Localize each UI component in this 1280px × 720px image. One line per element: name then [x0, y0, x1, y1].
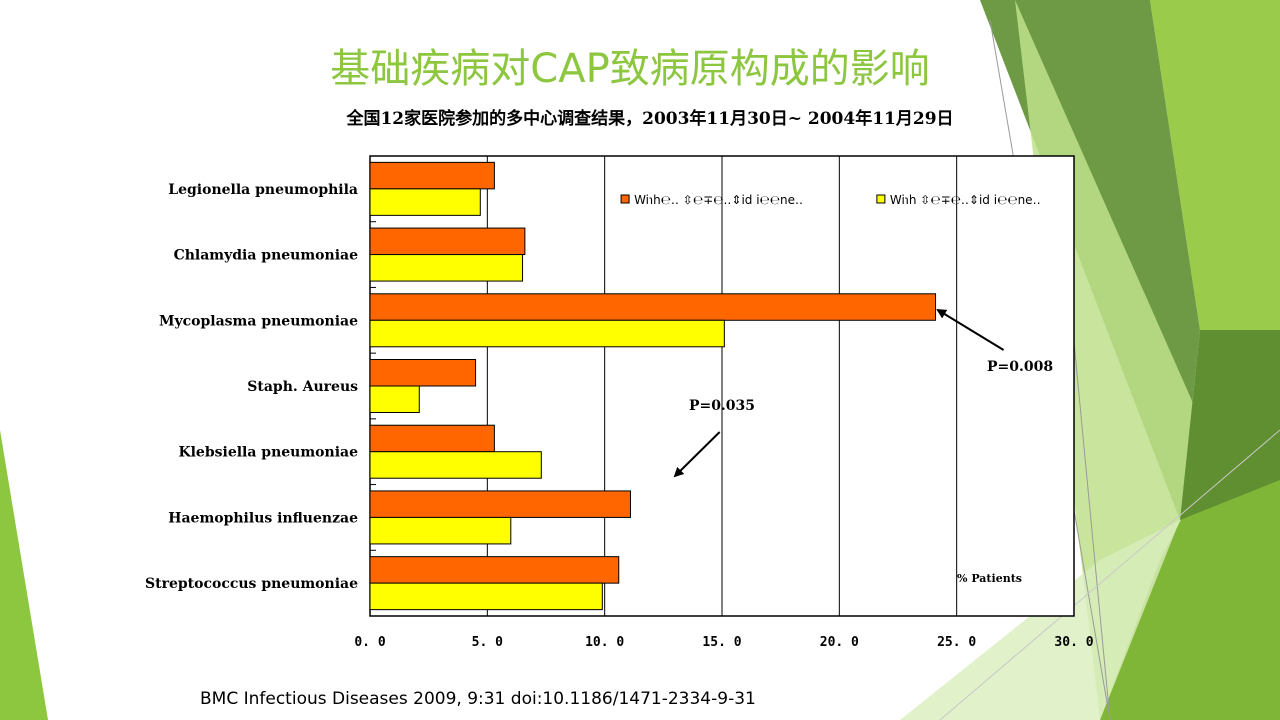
green-facet-left	[0, 430, 48, 720]
x-tick-label: 30. 0	[1054, 635, 1093, 650]
category-label: Streptococcus pneumoniae	[145, 576, 358, 592]
x-tick-label: 5. 0	[472, 635, 503, 650]
bar-without-underlying-illness	[369, 161, 495, 190]
category-label: Legionella pneumophila	[168, 182, 358, 198]
category-label: Staph. Aureus	[247, 379, 358, 395]
bar-with-underlying-illness	[369, 451, 542, 479]
bar-with-underlying-illness	[369, 319, 725, 348]
green-facet-5	[1180, 330, 1280, 520]
deco-line-3	[939, 429, 1280, 720]
bar-with-underlying-illness	[369, 188, 481, 216]
annotation-arrow	[936, 308, 1005, 351]
x-axis-unit-label: % Patients	[957, 572, 1022, 585]
legend-label: Wi℩h ⇳℮∓℮‥⇕id i℮℮ne‥	[890, 193, 1041, 207]
bar-without-underlying-illness	[369, 490, 631, 518]
annotation-arrow	[673, 431, 721, 478]
category-label: Klebsiella pneumoniae	[178, 445, 358, 461]
slide-title: 基础疾病对CAP致病原构成的影响	[330, 46, 930, 92]
category-label: Chlamydia pneumoniae	[174, 248, 358, 264]
legend-swatch	[620, 194, 630, 204]
legend-label: Wi℩h℮‥ ⇳℮∓℮‥⇕id i℮℮ne‥	[634, 193, 803, 207]
bar-without-underlying-illness	[369, 359, 477, 387]
bar-with-underlying-illness	[369, 582, 603, 611]
bar-with-underlying-illness	[369, 254, 524, 282]
x-tick-label: 20. 0	[820, 635, 859, 650]
citation: BMC Infectious Diseases 2009, 9:31 doi:1…	[200, 689, 756, 709]
bar-without-underlying-illness	[369, 556, 620, 584]
green-facet-6	[900, 520, 1180, 720]
x-tick-label: 15. 0	[702, 635, 741, 650]
annotation-p-value: P=0.008	[987, 359, 1053, 375]
bar-with-underlying-illness	[369, 516, 512, 545]
bar-with-underlying-illness	[369, 385, 420, 413]
x-tick-label: 25. 0	[937, 635, 976, 650]
green-facet-2	[1150, 0, 1280, 330]
category-label: Mycoplasma pneumoniae	[159, 313, 358, 329]
legend-swatch	[876, 194, 886, 204]
bar-without-underlying-illness	[369, 227, 526, 256]
slide-subtitle: 全国12家医院参加的多中心调查结果，2003年11月30日~ 2004年11月2…	[346, 109, 954, 129]
x-tick-label: 10. 0	[585, 635, 624, 650]
category-label: Haemophilus influenzae	[168, 510, 358, 526]
x-tick-label: 0. 0	[354, 635, 385, 650]
bar-without-underlying-illness	[369, 293, 937, 321]
bar-without-underlying-illness	[369, 424, 495, 453]
annotation-p-value: P=0.035	[689, 398, 755, 414]
deco-line-2	[1069, 299, 1111, 720]
